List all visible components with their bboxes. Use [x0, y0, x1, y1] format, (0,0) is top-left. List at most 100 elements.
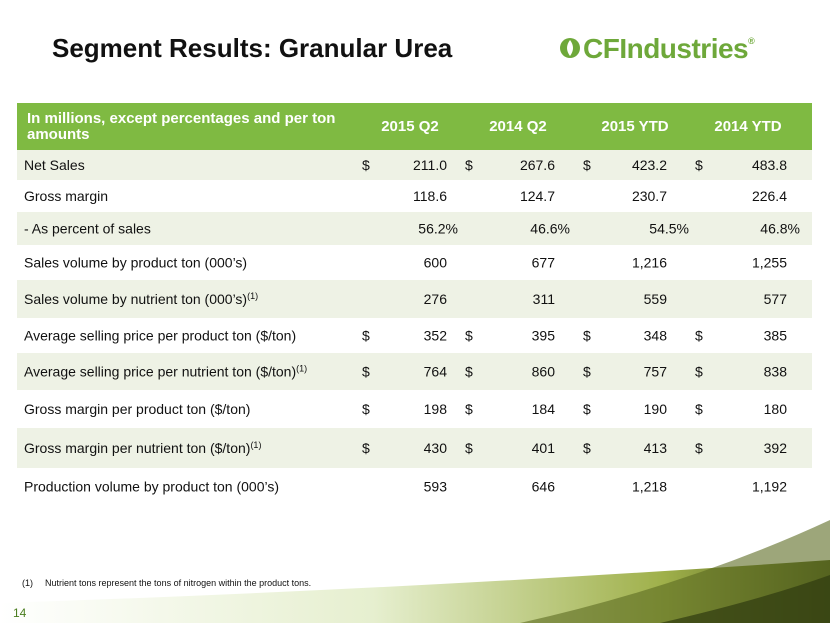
row-background	[17, 428, 812, 468]
cell-value: 483.8	[752, 157, 787, 173]
currency: $	[362, 157, 370, 173]
row-label-text: Average selling price per product ton ($…	[24, 328, 296, 344]
row-label: Net Sales	[24, 157, 85, 173]
cell-value: 593	[424, 479, 448, 495]
table-row: Gross margin 118.6 124.7 230.7 226.4	[17, 180, 812, 212]
cell-value: 395	[532, 328, 556, 344]
currency: $	[695, 364, 703, 380]
row-label-note: (1)	[247, 291, 258, 301]
currency: $	[583, 157, 591, 173]
cell-value: 385	[764, 328, 788, 344]
table-row: Sales volume by product ton (000’s) 600 67…	[17, 245, 812, 280]
row-label-note: (1)	[250, 440, 261, 450]
row-label-note: (1)	[296, 364, 307, 374]
row-label-text: Production volume by product ton (000’s)	[24, 479, 279, 495]
row-background	[17, 180, 812, 212]
footer-swoosh	[520, 520, 830, 623]
cell-value: 54.5%	[649, 221, 689, 237]
footnote-marker: (1)	[22, 578, 33, 588]
currency: $	[362, 328, 370, 344]
table-row: Net Sales $211.0 $267.6 $423.2 $483.8	[17, 150, 812, 180]
currency: $	[362, 364, 370, 380]
row-label: Sales volume by nutrient ton (000’s)(1)	[24, 291, 258, 307]
cell-value: 677	[532, 255, 556, 271]
currency: $	[695, 401, 703, 417]
cell-value: 764	[424, 364, 448, 380]
footer-swoosh	[660, 575, 830, 623]
row-label: Gross margin per nutrient ton ($/ton)(1)	[24, 440, 261, 456]
page-number: 14	[13, 606, 27, 620]
row-label-text: - As percent of sales	[24, 221, 151, 237]
cell-value: 1,218	[632, 479, 667, 495]
table-row: - As percent of sales 56.2% 46.6% 54.5% 46.8…	[17, 212, 812, 245]
cell-value: 757	[644, 364, 668, 380]
row-label: Gross margin per product ton ($/ton)	[24, 401, 250, 417]
logo-word: CFIndustries	[583, 33, 748, 64]
currency: $	[465, 328, 473, 344]
cell-value: 860	[532, 364, 556, 380]
row-label-text: Gross margin per nutrient ton ($/ton)	[24, 440, 250, 456]
title: Segment Results: Granular Urea	[52, 33, 453, 63]
row-label-text: Gross margin	[24, 188, 108, 204]
table-header	[17, 103, 812, 150]
row-background	[17, 390, 812, 428]
row-background	[17, 318, 812, 353]
currency: $	[465, 364, 473, 380]
row-label: - As percent of sales	[24, 221, 151, 237]
currency: $	[583, 401, 591, 417]
cell-value: 430	[424, 440, 448, 456]
cell-value: 267.6	[520, 157, 555, 173]
table-row: Average selling price per product ton ($…	[17, 318, 812, 353]
header-cell: 2014 Q2	[489, 118, 547, 135]
currency: $	[583, 364, 591, 380]
row-background	[17, 212, 812, 245]
cell-value: 276	[424, 291, 448, 307]
cell-value: 838	[764, 364, 788, 380]
row-label-text: Gross margin per product ton ($/ton)	[24, 401, 250, 417]
header-cell: amounts	[27, 126, 90, 143]
row-background	[17, 245, 812, 280]
cell-value: 211.0	[413, 157, 447, 173]
logo-leaf	[567, 40, 573, 56]
header-cell: In millions, except percentages and per …	[27, 110, 335, 127]
cell-value: 124.7	[520, 188, 555, 204]
table-row: Production volume by product ton (000’s)…	[17, 468, 812, 505]
cell-value: 646	[532, 479, 556, 495]
cell-value: 352	[424, 328, 448, 344]
cell-value: 577	[764, 291, 788, 307]
row-label: Average selling price per product ton ($…	[24, 328, 296, 344]
footnote: Nutrient tons represent the tons of nitr…	[45, 578, 311, 588]
cell-value: 46.6%	[530, 221, 570, 237]
cell-value: 1,216	[632, 255, 667, 271]
cell-value: 401	[532, 440, 556, 456]
cell-value: 190	[644, 401, 668, 417]
table-row: Gross margin per nutrient ton ($/ton)(1)…	[17, 428, 812, 468]
cell-value: 118.6	[413, 188, 447, 204]
row-background	[17, 280, 812, 318]
cell-value: 1,255	[752, 255, 787, 271]
row-label-text: Net Sales	[24, 157, 85, 173]
header-cell: 2014 YTD	[714, 118, 781, 135]
cell-value: 1,192	[752, 479, 787, 495]
row-background	[17, 353, 812, 390]
currency: $	[465, 157, 473, 173]
currency: $	[695, 157, 703, 173]
cell-value: 559	[644, 291, 668, 307]
currency: $	[465, 401, 473, 417]
currency: $	[695, 328, 703, 344]
row-label: Production volume by product ton (000’s)	[24, 479, 279, 495]
cell-value: 184	[532, 401, 556, 417]
cell-value: 198	[424, 401, 448, 417]
cell-value: 423.2	[632, 157, 667, 173]
row-label-text: Average selling price per nutrient ton (…	[24, 364, 296, 380]
cell-value: 46.8%	[760, 221, 800, 237]
table-row: Sales volume by nutrient ton (000’s)(1) 2…	[17, 280, 812, 318]
cell-value: 392	[764, 440, 788, 456]
currency: $	[465, 440, 473, 456]
cell-value: 311	[533, 291, 556, 307]
currency: $	[362, 440, 370, 456]
cell-value: 56.2%	[418, 221, 458, 237]
row-label: Sales volume by product ton (000’s)	[24, 255, 247, 271]
table-row: Average selling price per nutrient ton (…	[17, 353, 812, 390]
